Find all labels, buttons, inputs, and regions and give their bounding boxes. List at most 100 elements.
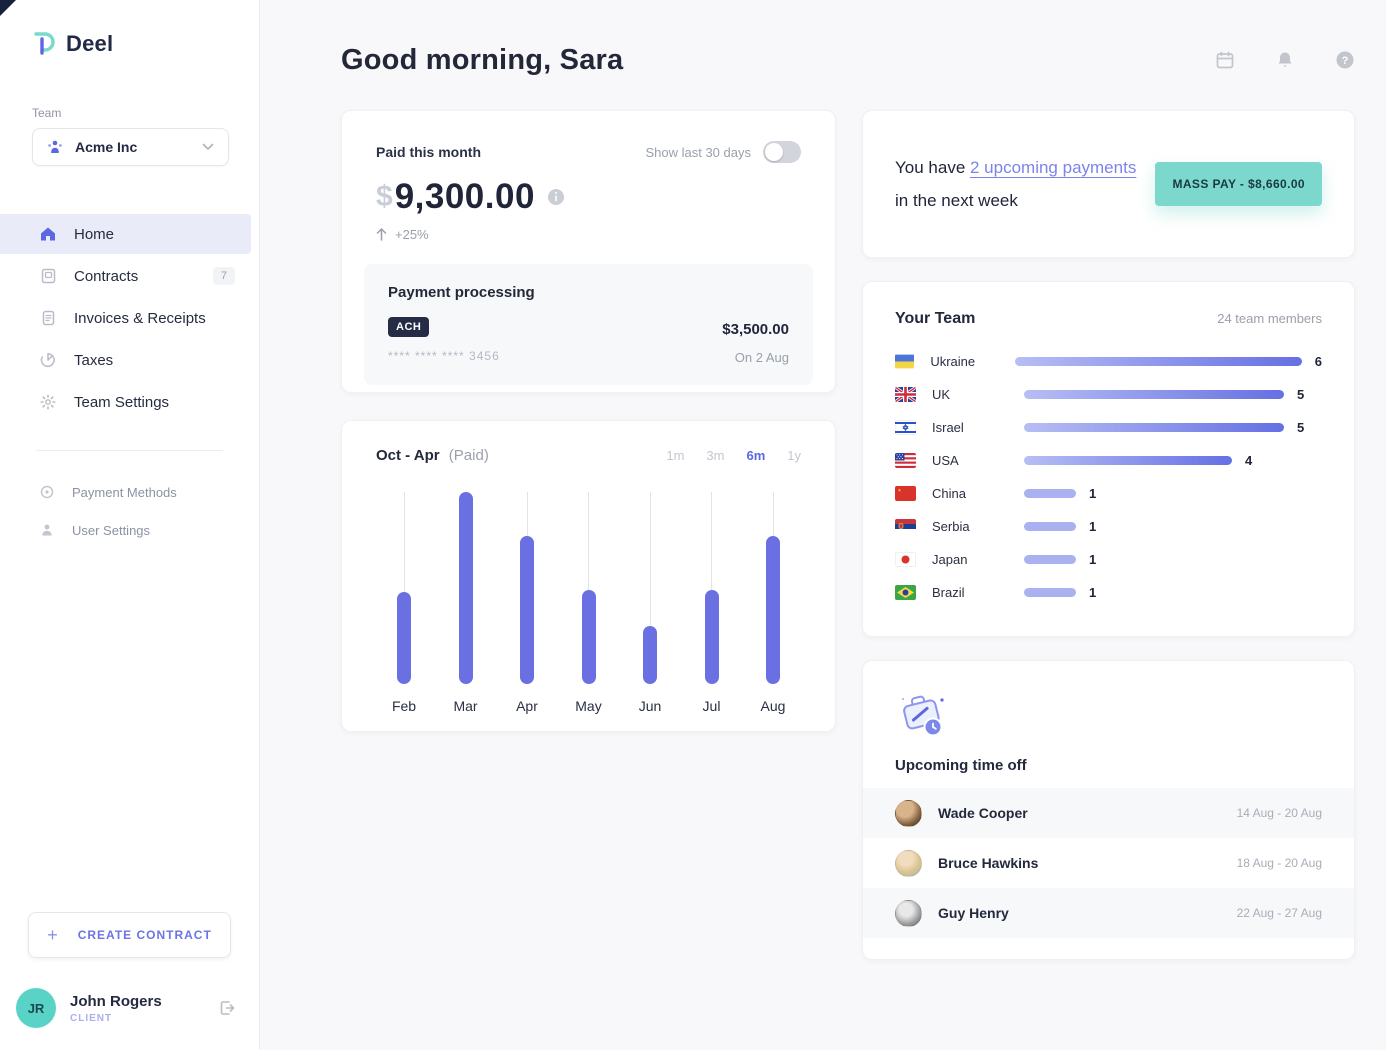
chart-x-label: Jul — [702, 698, 721, 714]
sidebar-item-label: Team Settings — [74, 393, 170, 411]
avatar: JR — [16, 988, 56, 1028]
chart-guide-line — [526, 492, 528, 537]
window-corner-artifact — [0, 0, 16, 16]
country-count: 5 — [1297, 387, 1305, 402]
contracts-count-badge: 7 — [212, 267, 235, 285]
team-row-serbia: Serbia 1 — [895, 517, 1322, 536]
payment-processing-title: Payment processing — [388, 284, 535, 301]
your-team-card: Your Team 24 team members Ukraine 6 UK 5… — [862, 281, 1355, 637]
chart-column-mar: Mar — [444, 492, 488, 714]
svg-text:?: ? — [1342, 55, 1349, 67]
chart-column-aug: Aug — [751, 492, 795, 714]
range-option-1m[interactable]: 1m — [666, 448, 685, 463]
team-row-uk: UK 5 — [895, 385, 1322, 404]
invoice-icon — [40, 310, 56, 326]
country-count: 4 — [1245, 453, 1253, 468]
country-name: Japan — [932, 552, 968, 567]
country-name: UK — [932, 387, 951, 402]
sidebar-item-label: User Settings — [72, 522, 151, 538]
upcoming-payments-text: You have 2 upcoming payments in the next… — [895, 151, 1155, 217]
sidebar-item-user-settings[interactable]: User Settings — [0, 513, 259, 547]
chart-column-may: May — [567, 492, 611, 714]
show-last-30-days-toggle[interactable] — [763, 141, 801, 163]
current-user[interactable]: JR John Rogers CLIENT — [0, 988, 259, 1028]
payment-method-badge: ACH — [388, 317, 430, 337]
calendar-icon[interactable] — [1215, 50, 1235, 70]
header-icons: ? — [1215, 50, 1355, 70]
chart-x-label: Jun — [638, 698, 662, 714]
avatar — [895, 799, 922, 827]
employee-name: Wade Cooper — [938, 805, 1028, 821]
chart-column-jul: Jul — [690, 492, 734, 714]
country-count: 1 — [1089, 486, 1097, 501]
sidebar-item-label: Invoices & Receipts — [74, 309, 206, 327]
team-members-icon — [48, 140, 62, 153]
country-bar — [1024, 390, 1284, 399]
plus-icon: + — [47, 924, 58, 945]
paid-amount: 9,300.00 — [394, 177, 535, 216]
taxes-icon — [40, 352, 56, 368]
sidebar-item-payment-methods[interactable]: Payment Methods — [0, 475, 259, 509]
range-option-6m[interactable]: 6m — [746, 448, 766, 463]
chart-bar — [643, 626, 657, 684]
payment-processing-panel: Payment processing ACH **** **** **** 34… — [364, 264, 813, 385]
country-name: Brazil — [932, 585, 965, 600]
deel-logo: Deel — [0, 26, 259, 62]
chart-x-label: Feb — [391, 698, 417, 714]
sidebar-nav: Home Contracts 7 Invoices & Receipts Taxe… — [0, 214, 259, 422]
chart-column-jun: Jun — [628, 492, 672, 714]
team-row-china: China 1 — [895, 484, 1322, 503]
sidebar-item-team-settings[interactable]: Team Settings — [0, 382, 251, 422]
create-contract-button[interactable]: + CREATE CONTRACT — [28, 912, 231, 958]
time-off-dates: 18 Aug - 20 Aug — [1236, 856, 1322, 870]
logout-icon[interactable] — [217, 998, 237, 1018]
gear-icon — [40, 394, 56, 410]
sidebar-item-invoices-receipts[interactable]: Invoices & Receipts — [0, 298, 251, 338]
country-count: 1 — [1089, 519, 1097, 534]
chart-guide-line — [403, 492, 405, 592]
sidebar-item-home[interactable]: Home — [0, 214, 251, 254]
chart-bar — [581, 589, 596, 684]
time-off-row-guy-henry[interactable]: Guy Henry 22 Aug - 27 Aug — [863, 888, 1354, 938]
main-header: Good morning, Sara ? — [341, 36, 1355, 84]
team-selector[interactable]: Acme Inc — [32, 128, 229, 166]
chevron-down-icon — [202, 143, 214, 151]
currency-symbol: $ — [376, 180, 393, 213]
team-row-usa: USA 4 — [895, 451, 1322, 470]
user-role-badge: CLIENT — [70, 1012, 113, 1024]
chart-x-label: May — [575, 698, 602, 714]
avatar — [895, 849, 922, 877]
avatar — [895, 899, 922, 927]
range-option-1y[interactable]: 1y — [787, 448, 801, 463]
processing-date: On 2 Aug — [734, 350, 789, 365]
info-icon[interactable] — [547, 188, 565, 206]
sidebar-item-taxes[interactable]: Taxes — [0, 340, 251, 380]
employee-name: Bruce Hawkins — [938, 855, 1039, 871]
team-country-list: Ukraine 6 UK 5 Israel 5 USA 4 China 1 Se… — [895, 352, 1322, 602]
country-count: 5 — [1297, 420, 1305, 435]
employee-name: Guy Henry — [938, 905, 1009, 921]
chart-bar — [704, 589, 719, 684]
chart-bar — [766, 536, 780, 684]
user-icon — [40, 523, 54, 537]
team-card-title: Your Team — [895, 310, 976, 327]
range-option-3m[interactable]: 3m — [706, 448, 725, 463]
main-content: Good morning, Sara ? Paid this month Sho… — [260, 0, 1386, 1050]
country-bar — [1024, 489, 1076, 498]
help-icon[interactable]: ? — [1335, 50, 1355, 70]
team-selector-value: Acme Inc — [75, 139, 138, 155]
mass-pay-button[interactable]: MASS PAY - $8,660.00 — [1155, 162, 1322, 206]
uk-flag-icon — [895, 387, 916, 402]
upcoming-payments-link[interactable]: 2 upcoming payments — [970, 157, 1137, 177]
time-off-row-bruce-hawkins[interactable]: Bruce Hawkins 18 Aug - 20 Aug — [863, 838, 1354, 888]
sidebar-item-label: Home — [74, 225, 115, 243]
sidebar-item-contracts[interactable]: Contracts 7 — [0, 256, 251, 296]
bell-icon[interactable] — [1275, 50, 1295, 70]
country-bar — [1014, 357, 1302, 366]
chart-title-range: Oct - Apr — [376, 447, 440, 464]
payment-methods-icon — [40, 485, 54, 499]
time-off-title: Upcoming time off — [895, 757, 1027, 774]
chart-title-note: (Paid) — [448, 447, 489, 464]
time-off-row-wade-cooper[interactable]: Wade Cooper 14 Aug - 20 Aug — [863, 788, 1354, 838]
country-bar — [1024, 588, 1076, 597]
